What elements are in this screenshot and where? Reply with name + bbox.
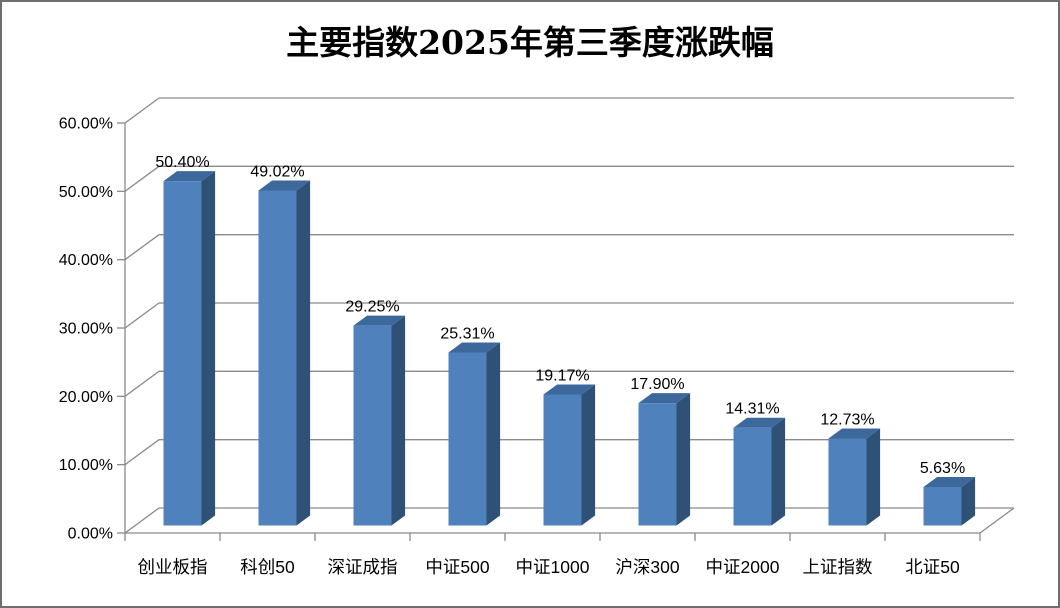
bar-深证成指 bbox=[353, 315, 406, 526]
bar-front-face bbox=[448, 352, 487, 526]
bar-top-face bbox=[638, 393, 691, 404]
y-axis-tick-label: 0.00% bbox=[68, 526, 113, 543]
bar-side-face bbox=[581, 384, 596, 526]
bar-data-label: 5.63% bbox=[920, 460, 965, 477]
x-axis-category-label: 中证1000 bbox=[516, 557, 590, 577]
bar-side-face bbox=[866, 428, 881, 526]
x-axis-category-label: 上证指数 bbox=[803, 557, 873, 577]
bar-data-label: 25.31% bbox=[440, 326, 494, 343]
bar-创业板指 bbox=[163, 171, 216, 526]
bar-data-label: 29.25% bbox=[345, 299, 399, 316]
bar-side-face bbox=[201, 171, 216, 526]
bar-side-face bbox=[771, 417, 786, 526]
bar-side-face bbox=[391, 315, 406, 526]
bar-data-label: 49.02% bbox=[250, 164, 304, 181]
y-axis-tick-label: 60.00% bbox=[59, 116, 113, 133]
x-axis-category-label: 科创50 bbox=[240, 557, 295, 577]
bar-data-label: 12.73% bbox=[820, 412, 874, 429]
y-axis-tick-label: 20.00% bbox=[59, 389, 113, 406]
gridline-depth-segment bbox=[124, 302, 160, 329]
y-axis-tick-label: 50.00% bbox=[59, 184, 113, 201]
bar-data-label: 14.31% bbox=[725, 401, 779, 418]
bar-top-face bbox=[163, 171, 216, 182]
bar-side-face bbox=[296, 180, 311, 526]
x-axis-category-label: 中证2000 bbox=[706, 557, 780, 577]
bar-中证2000 bbox=[733, 417, 786, 526]
bar-front-face bbox=[163, 181, 202, 526]
bar-side-face bbox=[486, 342, 501, 526]
x-axis-category-label: 北证50 bbox=[905, 557, 960, 577]
gridline-depth-segment bbox=[124, 507, 160, 534]
bar-data-label: 50.40% bbox=[155, 154, 209, 171]
gridline-depth-segment bbox=[124, 97, 160, 124]
bar-front-face bbox=[638, 403, 677, 526]
x-axis-category-label: 创业板指 bbox=[138, 557, 208, 577]
x-axis-category-label: 中证500 bbox=[425, 557, 489, 577]
floor-right-edge bbox=[979, 507, 1015, 534]
bar-中证1000 bbox=[543, 384, 596, 526]
bar-front-face bbox=[923, 487, 962, 526]
bar-沪深300 bbox=[638, 393, 691, 526]
bar-front-face bbox=[543, 394, 582, 526]
bar-front-face bbox=[258, 190, 297, 526]
bar-front-face bbox=[353, 325, 392, 526]
gridline-depth-segment bbox=[124, 370, 160, 397]
bar-data-label: 17.90% bbox=[630, 376, 684, 393]
bar-上证指数 bbox=[828, 428, 881, 526]
y-axis-tick-label: 10.00% bbox=[59, 457, 113, 474]
bar-top-face bbox=[258, 180, 311, 191]
bar-side-face bbox=[676, 393, 691, 526]
bar-data-label: 19.17% bbox=[535, 368, 589, 385]
bar-top-face bbox=[923, 477, 976, 488]
bar-front-face bbox=[733, 427, 772, 526]
x-axis-category-label: 沪深300 bbox=[615, 557, 679, 577]
gridline-depth-segment bbox=[124, 165, 160, 192]
bar-top-face bbox=[543, 384, 596, 395]
bar-top-face bbox=[828, 428, 881, 439]
bar-科创50 bbox=[258, 180, 311, 526]
bar-top-face bbox=[733, 417, 786, 428]
chart-title: 主要指数2025年第三季度涨跌幅 bbox=[286, 23, 774, 62]
x-axis-category-label: 深证成指 bbox=[328, 557, 398, 577]
gridline-depth-segment bbox=[124, 234, 160, 261]
bar-北证50 bbox=[923, 477, 976, 526]
bar-top-face bbox=[353, 315, 406, 326]
bar-front-face bbox=[828, 438, 867, 526]
y-axis-tick-label: 30.00% bbox=[59, 321, 113, 338]
y-axis-tick-label: 40.00% bbox=[59, 252, 113, 269]
gridline-depth-segment bbox=[124, 439, 160, 466]
bar-side-face bbox=[961, 477, 976, 526]
bar-中证500 bbox=[448, 342, 501, 526]
bar-top-face bbox=[448, 342, 501, 353]
